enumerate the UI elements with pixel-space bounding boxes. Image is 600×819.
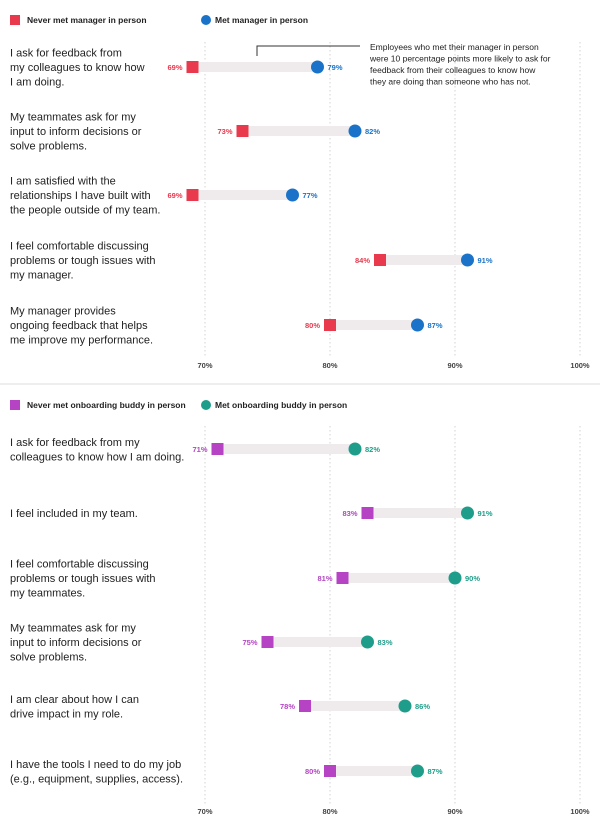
row: My teammates ask for my input to inform d…	[10, 112, 380, 153]
row: I feel included in my team. 83% 91%	[10, 506, 493, 520]
after-value-label: 90%	[465, 574, 480, 583]
legend-label-after: Met manager in person	[215, 15, 308, 25]
after-value-label: 91%	[478, 256, 493, 265]
after-marker	[461, 253, 474, 267]
range-bar	[367, 508, 468, 518]
x-tick-label: 90%	[447, 807, 462, 816]
before-marker	[236, 125, 249, 137]
before-value-label: 71%	[192, 445, 207, 454]
row-label: I feel comfortable discussing problems or…	[10, 241, 156, 282]
after-marker	[398, 699, 412, 713]
range-bar	[217, 444, 355, 454]
after-value-label: 79%	[328, 63, 343, 72]
after-marker	[311, 60, 324, 74]
before-marker	[374, 254, 386, 266]
before-value-label: 73%	[217, 127, 232, 136]
range-bar	[342, 573, 455, 583]
before-value-label: 84%	[355, 256, 370, 265]
after-marker	[286, 188, 299, 202]
after-marker	[361, 635, 374, 649]
x-tick-label: 100%	[570, 361, 590, 370]
chart-2: Never met onboarding buddy in person Met …	[10, 400, 590, 816]
row-label: My teammates ask for my input to inform d…	[10, 112, 142, 153]
after-value-label: 91%	[478, 509, 493, 518]
chart-1: Never met manager in person Met manager i…	[10, 15, 590, 370]
before-marker	[186, 189, 199, 201]
row: I feel comfortable discussing problems or…	[10, 559, 480, 600]
before-marker	[261, 636, 274, 648]
row-label: I ask for feedback from my colleagues to …	[10, 437, 184, 464]
x-tick-label: 80%	[322, 807, 337, 816]
after-marker	[348, 124, 362, 138]
row: I am clear about how I can drive impact i…	[10, 694, 430, 721]
range-bar	[242, 126, 355, 136]
row-label: I have the tools I need to do my job (e.g…	[10, 759, 183, 786]
annotation-leader	[256, 45, 360, 56]
before-value-label: 80%	[305, 767, 320, 776]
range-bar	[192, 190, 293, 200]
after-marker	[411, 318, 424, 332]
after-marker	[461, 506, 474, 520]
row-label: My manager provides ongoing feedback that…	[10, 306, 153, 347]
before-marker	[186, 61, 199, 73]
after-marker	[348, 442, 362, 456]
range-bar	[380, 255, 468, 265]
after-marker	[448, 571, 462, 585]
row: I ask for feedback from my colleagues to …	[10, 437, 380, 464]
before-value-label: 83%	[342, 509, 357, 518]
legend-marker-before	[10, 400, 20, 410]
before-marker	[211, 443, 224, 455]
before-marker	[299, 700, 311, 712]
annotation-text: Employees who met their manager in perso…	[369, 42, 551, 87]
after-value-label: 86%	[415, 702, 430, 711]
after-value-label: 82%	[365, 127, 380, 136]
x-tick-label: 80%	[322, 361, 337, 370]
x-tick-label: 70%	[197, 361, 212, 370]
row: My teammates ask for my input to inform d…	[10, 623, 393, 664]
before-marker	[324, 319, 336, 331]
legend-label-before: Never met manager in person	[27, 15, 147, 25]
x-tick-label: 100%	[570, 807, 590, 816]
after-marker	[411, 764, 424, 778]
before-value-label: 81%	[317, 574, 332, 583]
row-label: I feel comfortable discussing problems or…	[10, 559, 156, 600]
range-bar	[305, 701, 405, 711]
before-value-label: 69%	[167, 63, 182, 72]
row: I ask for feedback from my colleagues to …	[10, 48, 343, 89]
before-value-label: 69%	[167, 191, 182, 200]
after-value-label: 87%	[428, 321, 443, 330]
range-bar	[330, 320, 418, 330]
range-bar	[267, 637, 368, 647]
x-tick-label: 70%	[197, 807, 212, 816]
row: I have the tools I need to do my job (e.g…	[10, 759, 443, 786]
range-bar	[330, 766, 418, 776]
before-marker	[361, 507, 374, 519]
legend-label-before: Never met onboarding buddy in person	[27, 400, 186, 410]
row-label: I am satisfied with the relationships I h…	[10, 176, 160, 217]
x-tick-label: 90%	[447, 361, 462, 370]
legend-marker-after	[201, 400, 211, 410]
before-value-label: 78%	[280, 702, 295, 711]
legend-marker-before	[10, 15, 20, 25]
after-value-label: 82%	[365, 445, 380, 454]
row: I feel comfortable discussing problems or…	[10, 241, 493, 282]
before-marker	[336, 572, 349, 584]
row-label: My teammates ask for my input to inform d…	[10, 623, 142, 664]
legend-marker-after	[201, 15, 211, 25]
row-label: I am clear about how I can drive impact i…	[10, 694, 139, 721]
row-label: I feel included in my team.	[10, 508, 138, 520]
after-value-label: 77%	[303, 191, 318, 200]
range-bar	[192, 62, 318, 72]
row: I am satisfied with the relationships I h…	[10, 176, 318, 217]
before-value-label: 80%	[305, 321, 320, 330]
after-value-label: 83%	[378, 638, 393, 647]
before-value-label: 75%	[242, 638, 257, 647]
row: My manager provides ongoing feedback that…	[10, 306, 443, 347]
before-marker	[324, 765, 336, 777]
legend-label-after: Met onboarding buddy in person	[215, 400, 347, 410]
row-label: I ask for feedback from my colleagues to …	[10, 48, 145, 89]
after-value-label: 87%	[428, 767, 443, 776]
